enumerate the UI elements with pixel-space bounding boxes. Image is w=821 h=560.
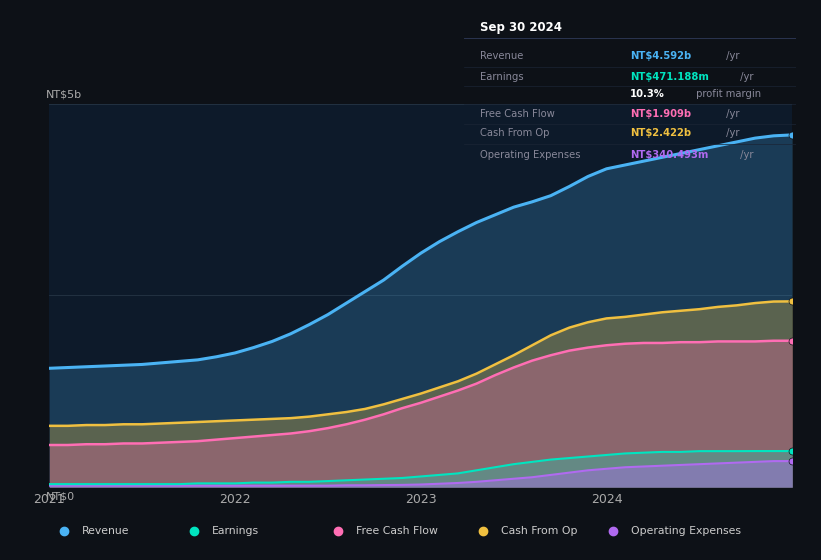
Text: /yr: /yr — [722, 128, 739, 138]
Text: Earnings: Earnings — [212, 526, 259, 535]
Text: /yr: /yr — [737, 150, 754, 160]
Text: NT$340.493m: NT$340.493m — [631, 150, 709, 160]
Text: NT$1.909b: NT$1.909b — [631, 109, 691, 119]
Text: 10.3%: 10.3% — [631, 89, 665, 99]
Text: Cash From Op: Cash From Op — [501, 526, 577, 535]
Text: /yr: /yr — [722, 51, 739, 61]
Text: /yr: /yr — [722, 109, 739, 119]
Text: Revenue: Revenue — [480, 51, 524, 61]
Text: NT$2.422b: NT$2.422b — [631, 128, 691, 138]
Text: Sep 30 2024: Sep 30 2024 — [480, 21, 562, 34]
Text: Revenue: Revenue — [82, 526, 129, 535]
Text: Cash From Op: Cash From Op — [480, 128, 550, 138]
Text: NT$5b: NT$5b — [45, 90, 81, 100]
Text: NT$4.592b: NT$4.592b — [631, 51, 691, 61]
Text: Free Cash Flow: Free Cash Flow — [356, 526, 438, 535]
Text: profit margin: profit margin — [693, 89, 761, 99]
Text: NT$471.188m: NT$471.188m — [631, 72, 709, 82]
Text: NT$0: NT$0 — [45, 491, 75, 501]
Text: Operating Expenses: Operating Expenses — [631, 526, 741, 535]
Text: Free Cash Flow: Free Cash Flow — [480, 109, 555, 119]
Text: Operating Expenses: Operating Expenses — [480, 150, 581, 160]
Text: Earnings: Earnings — [480, 72, 524, 82]
Text: /yr: /yr — [737, 72, 754, 82]
